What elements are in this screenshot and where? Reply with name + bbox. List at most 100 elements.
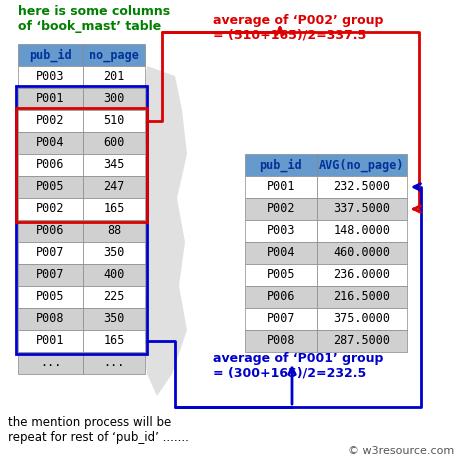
Bar bbox=[18, 154, 83, 176]
Bar bbox=[18, 352, 83, 374]
Bar bbox=[316, 154, 406, 176]
Bar bbox=[245, 330, 316, 352]
Text: 350: 350 bbox=[103, 247, 124, 260]
Text: P005: P005 bbox=[36, 181, 65, 194]
Bar bbox=[18, 286, 83, 308]
Text: P001: P001 bbox=[36, 334, 65, 347]
Text: 165: 165 bbox=[103, 202, 124, 215]
Bar bbox=[18, 88, 83, 110]
Text: P005: P005 bbox=[266, 268, 295, 281]
Bar bbox=[83, 88, 145, 110]
Text: P008: P008 bbox=[36, 312, 65, 326]
Text: P005: P005 bbox=[36, 291, 65, 304]
Bar bbox=[316, 264, 406, 286]
Bar bbox=[18, 176, 83, 198]
Text: 345: 345 bbox=[103, 158, 124, 171]
Text: P003: P003 bbox=[36, 71, 65, 84]
Bar bbox=[83, 44, 145, 66]
Bar bbox=[83, 176, 145, 198]
Bar bbox=[18, 110, 83, 132]
Bar bbox=[18, 242, 83, 264]
Text: 375.0000: 375.0000 bbox=[333, 312, 390, 326]
Text: 510: 510 bbox=[103, 115, 124, 128]
Text: 287.5000: 287.5000 bbox=[333, 334, 390, 347]
Text: ...: ... bbox=[103, 357, 124, 370]
Bar bbox=[316, 176, 406, 198]
Text: 88: 88 bbox=[106, 225, 121, 237]
Text: P007: P007 bbox=[266, 312, 295, 326]
Text: 400: 400 bbox=[103, 268, 124, 281]
Text: P001: P001 bbox=[266, 181, 295, 194]
Bar bbox=[83, 198, 145, 220]
Text: 460.0000: 460.0000 bbox=[333, 247, 390, 260]
Text: © w3resource.com: © w3resource.com bbox=[347, 446, 453, 456]
Text: pub_id: pub_id bbox=[29, 49, 72, 62]
Text: P004: P004 bbox=[36, 136, 65, 150]
Text: 165: 165 bbox=[103, 334, 124, 347]
Bar bbox=[245, 264, 316, 286]
Text: P007: P007 bbox=[36, 247, 65, 260]
Text: 350: 350 bbox=[103, 312, 124, 326]
Bar bbox=[83, 220, 145, 242]
Bar bbox=[316, 330, 406, 352]
Bar bbox=[316, 242, 406, 264]
Bar bbox=[245, 154, 316, 176]
Text: P002: P002 bbox=[266, 202, 295, 215]
Text: average of ‘P001’ group
= (300+165)/2=232.5: average of ‘P001’ group = (300+165)/2=23… bbox=[213, 352, 382, 380]
Text: 201: 201 bbox=[103, 71, 124, 84]
Text: P007: P007 bbox=[36, 268, 65, 281]
Text: 216.5000: 216.5000 bbox=[333, 291, 390, 304]
Text: P002: P002 bbox=[36, 115, 65, 128]
Text: P003: P003 bbox=[266, 225, 295, 237]
Bar bbox=[316, 220, 406, 242]
Text: P008: P008 bbox=[266, 334, 295, 347]
Bar bbox=[83, 110, 145, 132]
Text: P002: P002 bbox=[36, 202, 65, 215]
Bar bbox=[18, 220, 83, 242]
Bar bbox=[316, 198, 406, 220]
Text: the mention process will be
repeat for rest of ‘pub_id’ .......: the mention process will be repeat for r… bbox=[8, 416, 189, 444]
Bar bbox=[83, 264, 145, 286]
Bar bbox=[18, 330, 83, 352]
Bar bbox=[83, 330, 145, 352]
Text: 337.5000: 337.5000 bbox=[333, 202, 390, 215]
Text: 300: 300 bbox=[103, 92, 124, 105]
Bar bbox=[245, 242, 316, 264]
Text: 247: 247 bbox=[103, 181, 124, 194]
Bar bbox=[18, 198, 83, 220]
Bar bbox=[83, 308, 145, 330]
Text: 148.0000: 148.0000 bbox=[333, 225, 390, 237]
Bar bbox=[18, 44, 83, 66]
Text: pub_id: pub_id bbox=[259, 158, 302, 172]
Bar bbox=[83, 132, 145, 154]
Text: AVG(no_page): AVG(no_page) bbox=[319, 158, 404, 172]
Bar bbox=[18, 132, 83, 154]
Text: P006: P006 bbox=[36, 225, 65, 237]
Bar bbox=[83, 154, 145, 176]
Bar bbox=[245, 176, 316, 198]
Text: P006: P006 bbox=[36, 158, 65, 171]
Bar bbox=[316, 286, 406, 308]
Text: average of ‘P002’ group
= (510+165)/2=337.5: average of ‘P002’ group = (510+165)/2=33… bbox=[213, 14, 382, 42]
Bar bbox=[83, 66, 145, 88]
Bar bbox=[245, 220, 316, 242]
Bar bbox=[18, 264, 83, 286]
Bar bbox=[316, 308, 406, 330]
Text: here is some columns
of ‘book_mast’ table: here is some columns of ‘book_mast’ tabl… bbox=[18, 5, 170, 33]
Bar bbox=[245, 308, 316, 330]
Text: P004: P004 bbox=[266, 247, 295, 260]
Text: P006: P006 bbox=[266, 291, 295, 304]
Polygon shape bbox=[139, 66, 187, 396]
Text: 232.5000: 232.5000 bbox=[333, 181, 390, 194]
Bar bbox=[18, 308, 83, 330]
Bar bbox=[245, 286, 316, 308]
Bar bbox=[83, 286, 145, 308]
Bar bbox=[245, 198, 316, 220]
Text: ...: ... bbox=[40, 357, 61, 370]
Text: 600: 600 bbox=[103, 136, 124, 150]
Bar bbox=[83, 352, 145, 374]
Bar bbox=[83, 242, 145, 264]
Text: 236.0000: 236.0000 bbox=[333, 268, 390, 281]
Text: P001: P001 bbox=[36, 92, 65, 105]
Text: 225: 225 bbox=[103, 291, 124, 304]
